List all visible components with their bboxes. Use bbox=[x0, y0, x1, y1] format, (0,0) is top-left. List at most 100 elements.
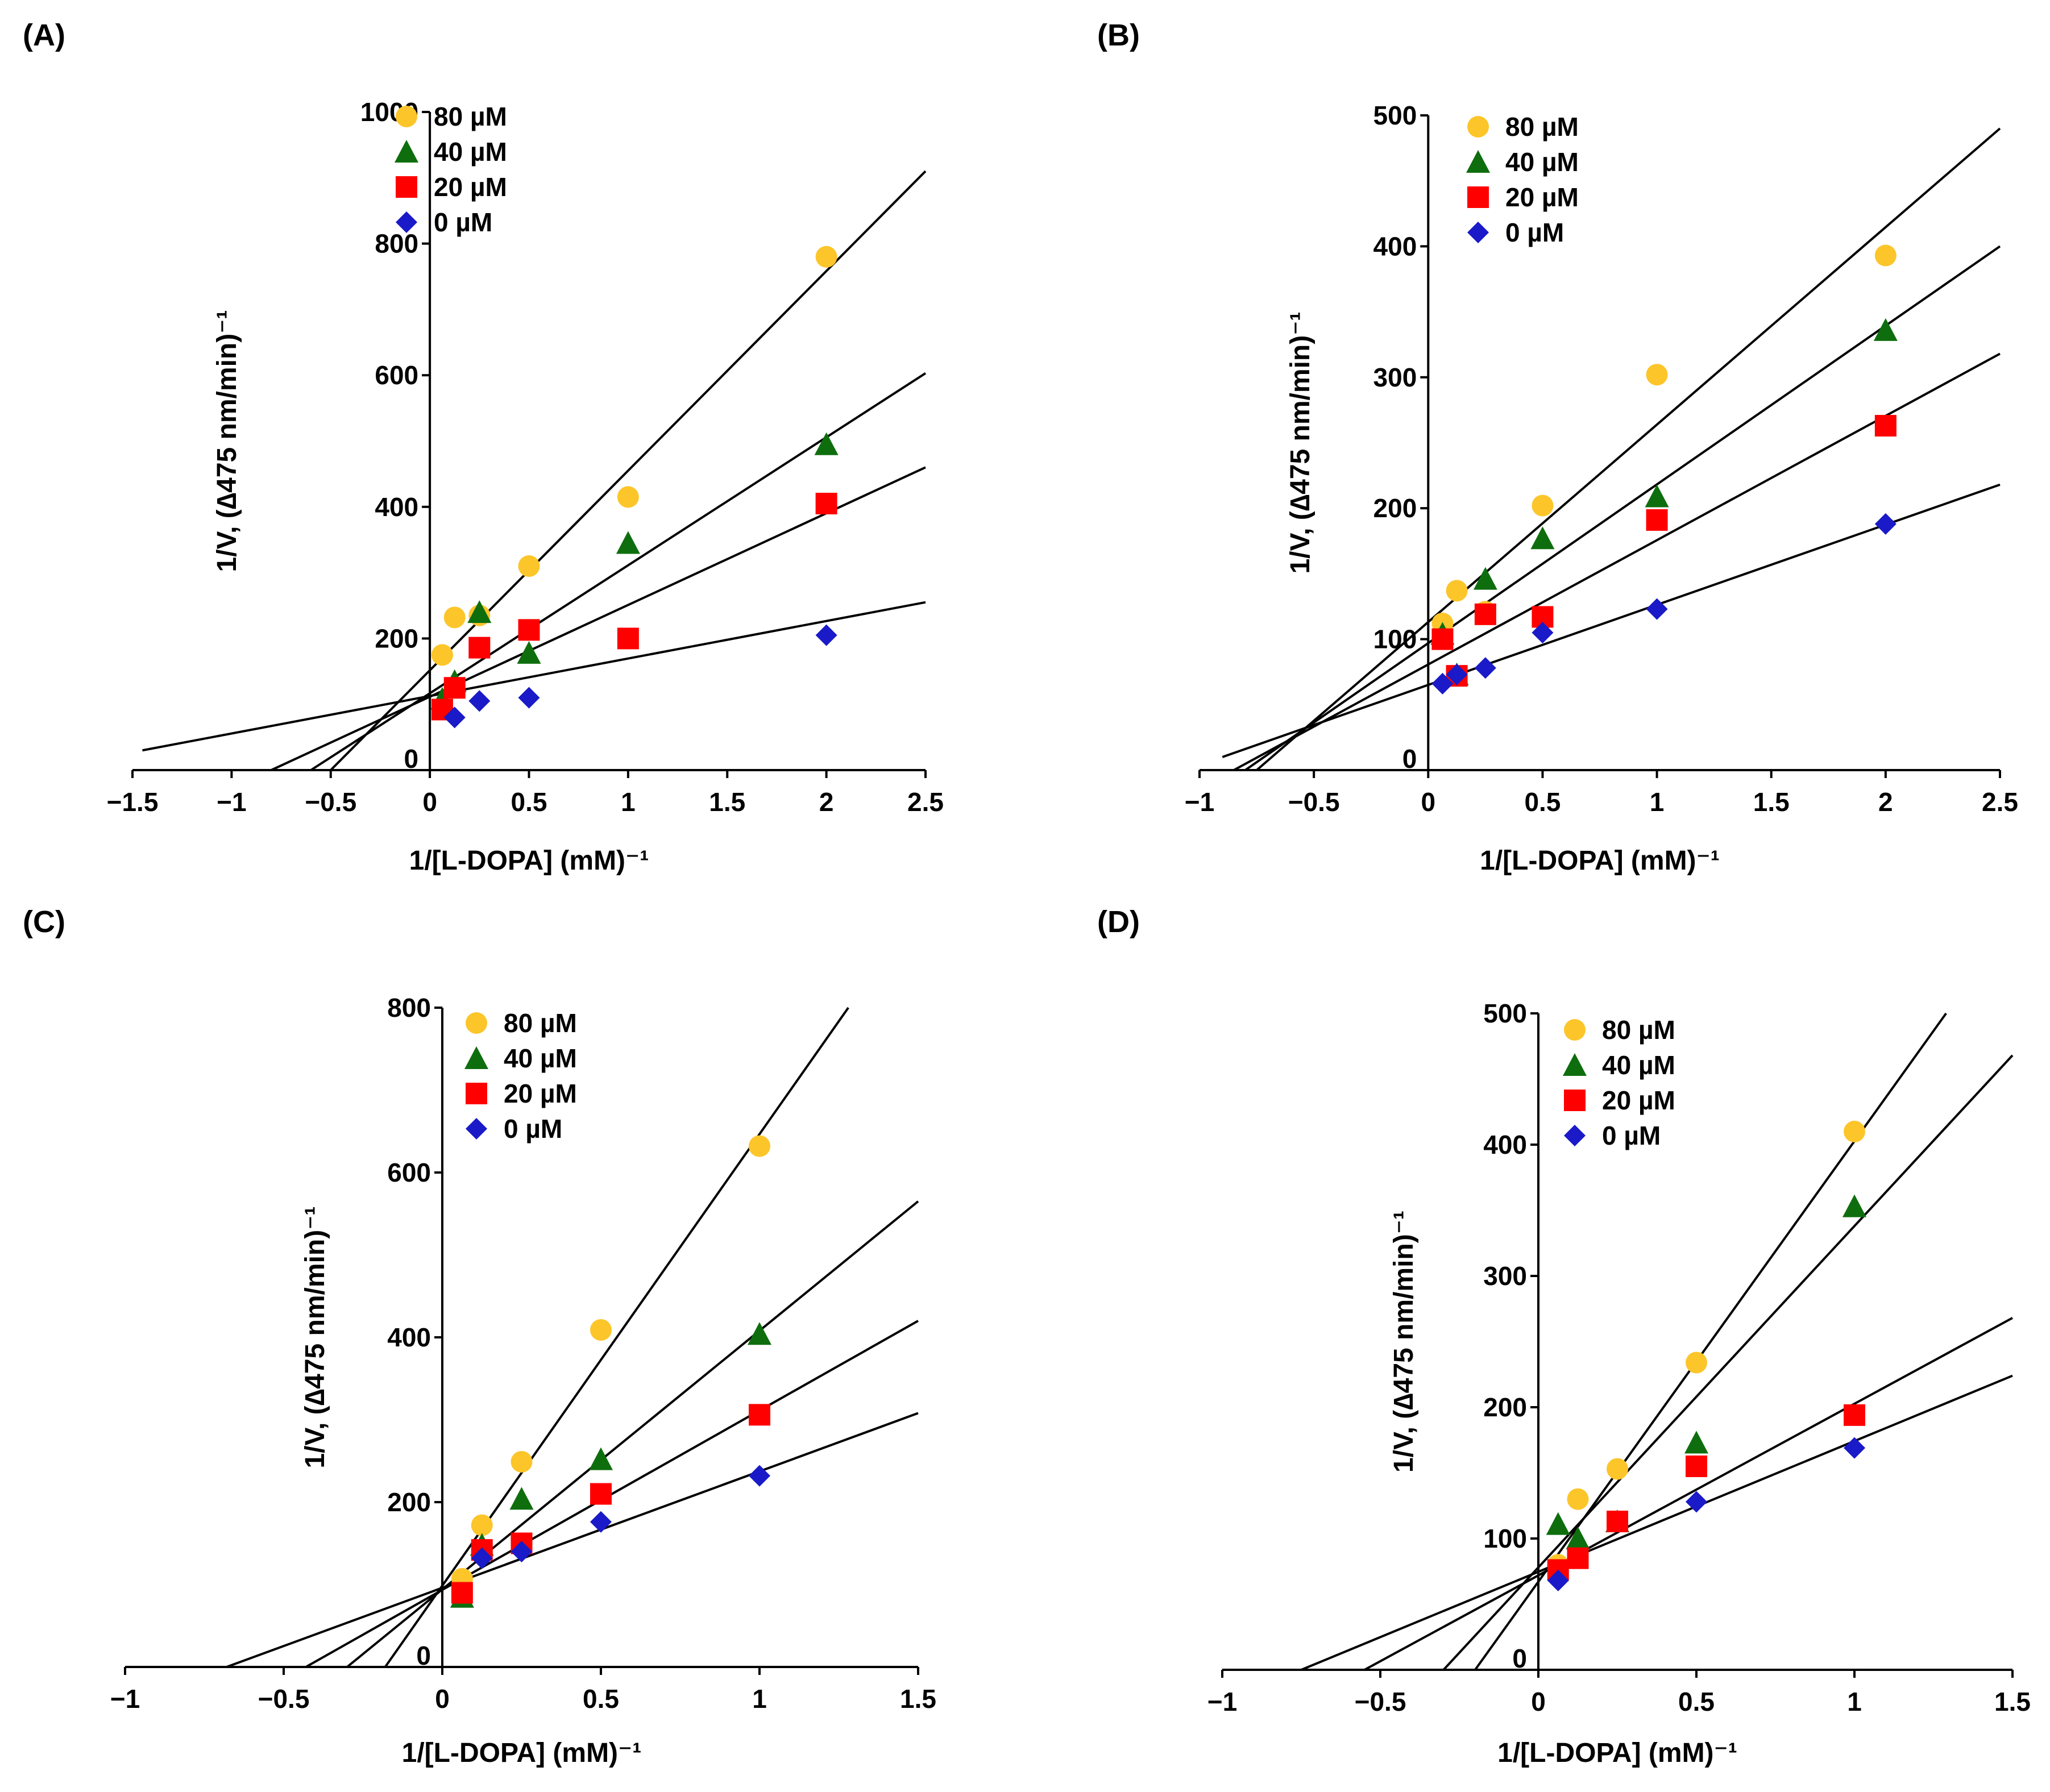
data-point-diamond bbox=[1844, 1437, 1865, 1459]
y-tick-label: 200 bbox=[387, 1487, 431, 1517]
legend-label: 0 µM bbox=[1505, 218, 1564, 247]
panel-label: (A) bbox=[23, 18, 65, 52]
data-point-square bbox=[468, 637, 491, 659]
x-tick-label: 1.5 bbox=[900, 1684, 936, 1714]
legend: 80 µM 40 µM 20 µM 0 µM bbox=[395, 102, 507, 237]
legend-marker-circle bbox=[1564, 1019, 1586, 1041]
data-point-triangle bbox=[748, 1322, 771, 1345]
data-point-circle bbox=[1686, 1352, 1707, 1374]
data-point-diamond bbox=[815, 624, 837, 646]
x-tick-label: 2.5 bbox=[907, 787, 944, 817]
x-tick-label: −1 bbox=[1185, 787, 1214, 817]
x-tick-label: 1.5 bbox=[1753, 787, 1790, 817]
legend-marker-diamond bbox=[1564, 1125, 1586, 1146]
x-axis-label: 1/[L-DOPA] (mM)⁻¹ bbox=[1497, 1738, 1737, 1768]
data-point-triangle bbox=[1842, 1194, 1866, 1217]
x-tick-label: −0.5 bbox=[1355, 1687, 1406, 1716]
x-tick-label: 1 bbox=[621, 787, 636, 817]
y-axis-label: 1/V, (∆475 nm/min)⁻¹ bbox=[1285, 311, 1316, 573]
data-point-circle bbox=[1844, 1120, 1865, 1142]
x-tick-label: 2 bbox=[819, 787, 834, 817]
x-tick-label: 2.5 bbox=[1982, 787, 2018, 817]
fit-line-diamond bbox=[1222, 483, 2001, 758]
legend-marker-diamond bbox=[466, 1118, 487, 1140]
fit-line-circle bbox=[1256, 127, 2001, 771]
y-tick-label: 500 bbox=[1373, 101, 1417, 130]
x-tick-label: 1.5 bbox=[709, 787, 745, 817]
data-point-triangle bbox=[467, 600, 492, 623]
data-point-diamond bbox=[1686, 1491, 1707, 1513]
x-tick-label: 0 bbox=[1421, 787, 1435, 817]
data-point-circle bbox=[617, 486, 639, 508]
data-point-triangle bbox=[1873, 318, 1898, 341]
legend-label: 80 µM bbox=[1602, 1015, 1675, 1045]
data-point-square bbox=[1844, 1404, 1865, 1426]
fit-line-diamond bbox=[226, 1412, 919, 1668]
panel-label: (D) bbox=[1097, 905, 1140, 939]
data-point-square bbox=[749, 1404, 770, 1426]
legend-marker-circle bbox=[466, 1012, 487, 1034]
chart-panel-1: (B)−1 −0.5 0 0.5 1 1.5 2 2.501002003004005001/[… bbox=[1097, 18, 2018, 876]
data-point-square bbox=[1874, 415, 1897, 437]
fit-line-diamond bbox=[1301, 1374, 2013, 1671]
data-point-square bbox=[590, 1483, 612, 1505]
legend: 80 µM 40 µM 20 µM 0 µM bbox=[1466, 112, 1579, 247]
legend-marker-square bbox=[1564, 1090, 1586, 1111]
y-tick-label: 0 bbox=[1402, 744, 1417, 774]
data-point-diamond bbox=[443, 706, 466, 729]
data-point-diamond bbox=[1474, 657, 1496, 679]
data-point-circle bbox=[1446, 580, 1468, 602]
y-tick-label: 400 bbox=[375, 492, 418, 522]
legend-marker-square bbox=[466, 1083, 487, 1104]
legend-label: 0 µM bbox=[504, 1114, 562, 1144]
legend-label: 40 µM bbox=[1505, 147, 1579, 177]
x-tick-label: −0.5 bbox=[258, 1684, 310, 1714]
x-tick-label: −1 bbox=[1207, 1687, 1237, 1716]
panel-label: (B) bbox=[1097, 18, 1140, 52]
x-tick-label: 2 bbox=[1878, 787, 1893, 817]
data-point-diamond bbox=[590, 1511, 612, 1533]
x-tick-label: −1.5 bbox=[107, 787, 159, 817]
legend-marker-circle bbox=[1467, 116, 1489, 138]
data-point-diamond bbox=[1646, 598, 1668, 620]
y-axis-label: 1/V, (∆475 nm/min)⁻¹ bbox=[212, 310, 242, 572]
legend-label: 0 µM bbox=[1602, 1121, 1661, 1150]
data-point-square bbox=[1474, 603, 1496, 625]
y-tick-label: 0 bbox=[404, 744, 419, 774]
y-tick-label: 600 bbox=[375, 360, 418, 390]
legend-label: 40 µM bbox=[434, 137, 507, 167]
data-point-triangle bbox=[517, 641, 541, 664]
fit-line-square bbox=[1364, 1317, 2013, 1671]
y-tick-label: 0 bbox=[416, 1641, 431, 1670]
data-point-diamond bbox=[1874, 513, 1897, 535]
data-point-square bbox=[1686, 1455, 1707, 1477]
data-point-circle bbox=[1532, 494, 1554, 517]
legend-label: 20 µM bbox=[1602, 1086, 1675, 1115]
y-tick-label: 400 bbox=[387, 1323, 431, 1352]
legend-label: 40 µM bbox=[504, 1043, 577, 1073]
data-point-square bbox=[815, 493, 837, 515]
data-point-triangle bbox=[1473, 567, 1497, 590]
legend-label: 80 µM bbox=[1505, 112, 1579, 142]
x-tick-label: −1 bbox=[110, 1684, 140, 1714]
x-tick-label: 0 bbox=[422, 787, 437, 817]
y-tick-label: 500 bbox=[1483, 999, 1527, 1028]
fit-line-triangle bbox=[1442, 1054, 2014, 1671]
fit-line-circle bbox=[384, 1007, 849, 1668]
x-axis-label: 1/[L-DOPA] (mM)⁻¹ bbox=[1480, 846, 1720, 876]
data-point-square bbox=[451, 1582, 473, 1604]
x-tick-label: 1.5 bbox=[1994, 1687, 2031, 1716]
data-point-circle bbox=[749, 1135, 770, 1157]
y-tick-label: 100 bbox=[1483, 1524, 1527, 1553]
data-point-circle bbox=[1646, 364, 1668, 386]
data-point-diamond bbox=[471, 1547, 493, 1569]
data-point-square bbox=[443, 677, 466, 699]
y-tick-label: 800 bbox=[387, 993, 431, 1022]
x-tick-label: 0.5 bbox=[583, 1684, 619, 1714]
chart-panel-2: (C) −1 −0.5 0 0.5 1 1.5 0 200 400 600 800 1/[L-DOPA]… bbox=[23, 905, 936, 1768]
y-tick-label: 0 bbox=[1512, 1644, 1527, 1673]
data-point-diamond bbox=[1446, 663, 1468, 685]
y-tick-label: 200 bbox=[1373, 493, 1417, 523]
data-point-circle bbox=[1607, 1458, 1628, 1480]
